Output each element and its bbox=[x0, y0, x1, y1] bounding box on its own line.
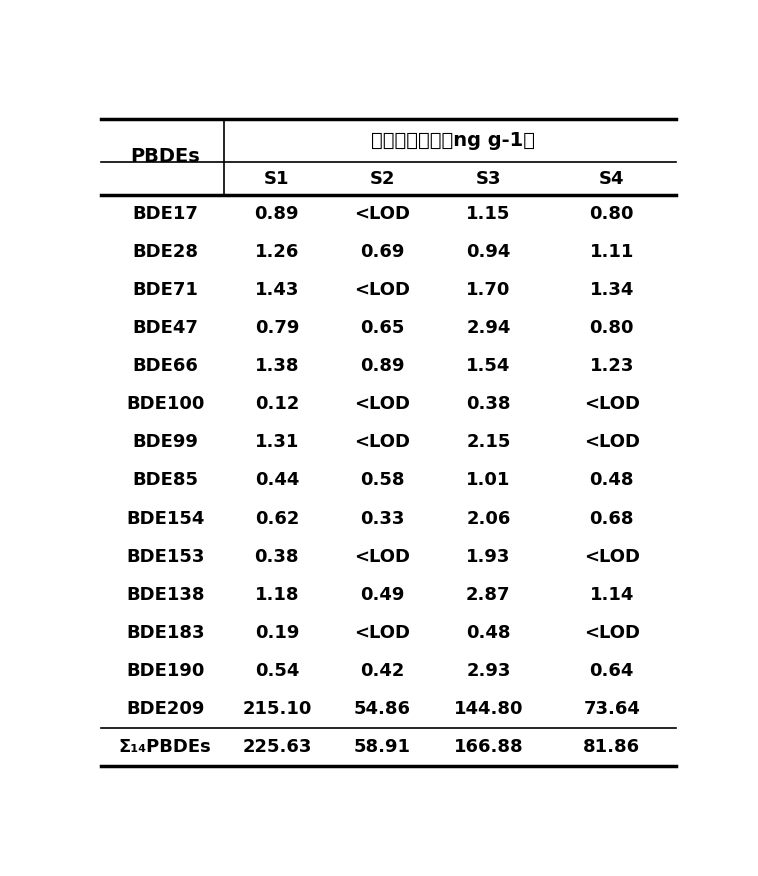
Text: <LOD: <LOD bbox=[355, 281, 411, 299]
Text: 1.31: 1.31 bbox=[255, 434, 299, 451]
Text: BDE209: BDE209 bbox=[126, 700, 205, 718]
Text: 0.38: 0.38 bbox=[255, 548, 299, 566]
Text: 1.93: 1.93 bbox=[466, 548, 511, 566]
Text: BDE85: BDE85 bbox=[132, 471, 199, 490]
Text: PBDEs: PBDEs bbox=[130, 147, 200, 166]
Text: 0.48: 0.48 bbox=[466, 624, 511, 642]
Text: BDE99: BDE99 bbox=[133, 434, 198, 451]
Text: 1.43: 1.43 bbox=[255, 281, 299, 299]
Text: 0.48: 0.48 bbox=[590, 471, 634, 490]
Text: 0.89: 0.89 bbox=[360, 357, 405, 375]
Text: S2: S2 bbox=[370, 170, 396, 187]
Text: 1.15: 1.15 bbox=[466, 205, 511, 223]
Text: S4: S4 bbox=[599, 170, 625, 187]
Text: Σ₁₄PBDEs: Σ₁₄PBDEs bbox=[119, 738, 211, 756]
Text: <LOD: <LOD bbox=[355, 548, 411, 566]
Text: BDE100: BDE100 bbox=[126, 395, 205, 413]
Text: <LOD: <LOD bbox=[355, 624, 411, 642]
Text: 0.94: 0.94 bbox=[466, 243, 511, 261]
Text: 2.06: 2.06 bbox=[466, 510, 511, 527]
Text: 0.80: 0.80 bbox=[590, 205, 634, 223]
Text: 0.69: 0.69 bbox=[360, 243, 405, 261]
Text: 0.12: 0.12 bbox=[255, 395, 299, 413]
Text: 58.91: 58.91 bbox=[354, 738, 411, 756]
Text: 1.14: 1.14 bbox=[590, 586, 634, 604]
Text: BDE28: BDE28 bbox=[132, 243, 199, 261]
Text: 0.68: 0.68 bbox=[590, 510, 634, 527]
Text: BDE71: BDE71 bbox=[133, 281, 198, 299]
Text: 54.86: 54.86 bbox=[354, 700, 411, 718]
Text: BDE183: BDE183 bbox=[126, 624, 205, 642]
Text: <LOD: <LOD bbox=[584, 548, 640, 566]
Text: 225.63: 225.63 bbox=[242, 738, 312, 756]
Text: 0.65: 0.65 bbox=[360, 319, 405, 337]
Text: 1.01: 1.01 bbox=[466, 471, 511, 490]
Text: 0.49: 0.49 bbox=[360, 586, 405, 604]
Text: 2.87: 2.87 bbox=[466, 586, 511, 604]
Text: BDE17: BDE17 bbox=[133, 205, 198, 223]
Text: <LOD: <LOD bbox=[355, 395, 411, 413]
Text: 166.88: 166.88 bbox=[453, 738, 523, 756]
Text: BDE154: BDE154 bbox=[126, 510, 205, 527]
Text: 0.33: 0.33 bbox=[360, 510, 405, 527]
Text: 1.11: 1.11 bbox=[590, 243, 634, 261]
Text: 0.44: 0.44 bbox=[255, 471, 299, 490]
Text: 0.62: 0.62 bbox=[255, 510, 299, 527]
Text: BDE153: BDE153 bbox=[126, 548, 205, 566]
Text: 215.10: 215.10 bbox=[242, 700, 312, 718]
Text: 73.64: 73.64 bbox=[583, 700, 641, 718]
Text: 0.80: 0.80 bbox=[590, 319, 634, 337]
Text: 0.42: 0.42 bbox=[360, 662, 405, 680]
Text: 2.15: 2.15 bbox=[466, 434, 511, 451]
Text: BDE47: BDE47 bbox=[133, 319, 198, 337]
Text: BDE66: BDE66 bbox=[133, 357, 198, 375]
Text: 0.38: 0.38 bbox=[466, 395, 511, 413]
Text: <LOD: <LOD bbox=[355, 205, 411, 223]
Text: 0.64: 0.64 bbox=[590, 662, 634, 680]
Text: 2.94: 2.94 bbox=[466, 319, 511, 337]
Text: 1.23: 1.23 bbox=[590, 357, 634, 375]
Text: 0.58: 0.58 bbox=[360, 471, 405, 490]
Text: 1.38: 1.38 bbox=[255, 357, 299, 375]
Text: <LOD: <LOD bbox=[584, 624, 640, 642]
Text: 0.54: 0.54 bbox=[255, 662, 299, 680]
Text: 144.80: 144.80 bbox=[453, 700, 523, 718]
Text: 0.79: 0.79 bbox=[255, 319, 299, 337]
Text: 0.19: 0.19 bbox=[255, 624, 299, 642]
Text: S1: S1 bbox=[264, 170, 290, 187]
Text: 1.70: 1.70 bbox=[466, 281, 511, 299]
Text: 1.26: 1.26 bbox=[255, 243, 299, 261]
Text: 污泥堆肥样品（ng g-1）: 污泥堆肥样品（ng g-1） bbox=[371, 131, 535, 150]
Text: <LOD: <LOD bbox=[355, 434, 411, 451]
Text: BDE190: BDE190 bbox=[126, 662, 205, 680]
Text: 81.86: 81.86 bbox=[583, 738, 641, 756]
Text: S3: S3 bbox=[475, 170, 501, 187]
Text: <LOD: <LOD bbox=[584, 395, 640, 413]
Text: 1.34: 1.34 bbox=[590, 281, 634, 299]
Text: 0.89: 0.89 bbox=[255, 205, 299, 223]
Text: 1.54: 1.54 bbox=[466, 357, 511, 375]
Text: 1.18: 1.18 bbox=[255, 586, 299, 604]
Text: <LOD: <LOD bbox=[584, 434, 640, 451]
Text: 2.93: 2.93 bbox=[466, 662, 511, 680]
Text: BDE138: BDE138 bbox=[126, 586, 205, 604]
